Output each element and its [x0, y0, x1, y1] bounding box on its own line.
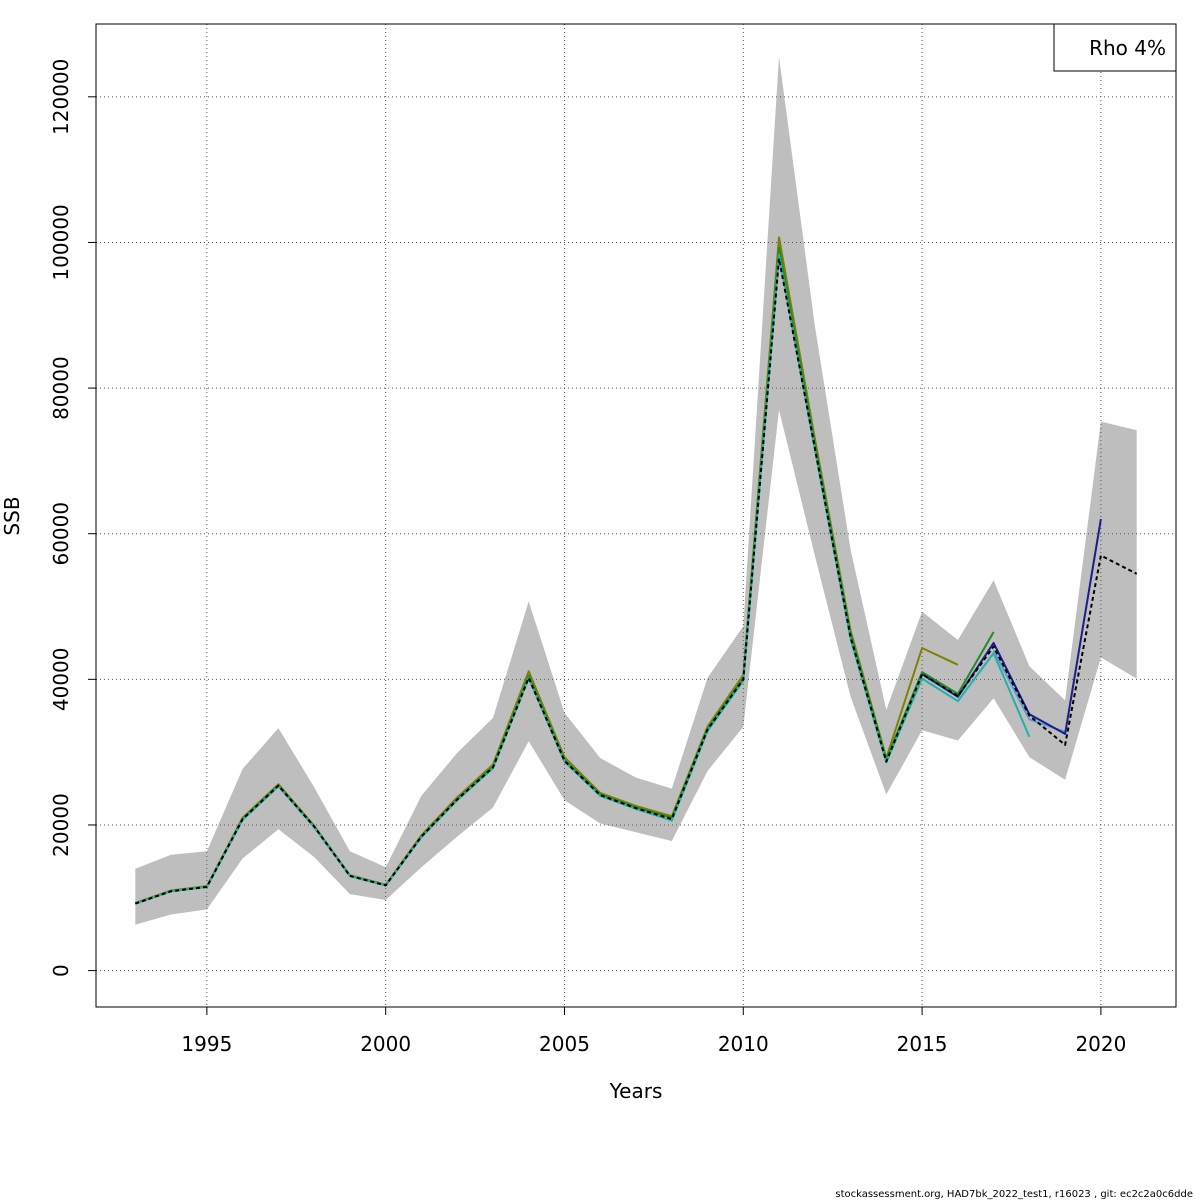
series-line [921, 518, 1102, 735]
y-tick-label: 120000 [49, 59, 73, 135]
series-line [134, 236, 959, 904]
x-tick-label: 2020 [1075, 1032, 1126, 1056]
y-tick-label: 20000 [49, 793, 73, 857]
axis-layer: 1995 2000 2005 2010 2015 2020 0 20000 40000 60000… [49, 59, 1126, 1056]
footer-credit: stockassessment.org, HAD7bk_2022_test1, … [835, 1189, 1193, 1200]
confidence-band [135, 56, 1137, 925]
y-axis-title: SSB [0, 496, 24, 535]
x-tick-label: 2000 [360, 1032, 411, 1056]
y-tick-label: 100000 [49, 204, 73, 280]
plot-frame [95, 23, 1177, 1008]
y-tick-label: 0 [49, 964, 73, 977]
grid-layer [96, 24, 1176, 1007]
y-tick-label: 80000 [49, 356, 73, 420]
y-tick-label: 40000 [49, 647, 73, 711]
x-tick-label: 1995 [181, 1032, 232, 1056]
x-tick-label: 2015 [897, 1032, 948, 1056]
y-tick-label: 60000 [49, 502, 73, 566]
x-tick-label: 2005 [539, 1032, 590, 1056]
confidence-band-layer [135, 56, 1137, 925]
x-tick-label: 2010 [718, 1032, 769, 1056]
series-layer [134, 236, 1138, 905]
legend-box [1053, 23, 1177, 72]
x-axis-title: Years [609, 1079, 663, 1103]
series-line [134, 257, 1138, 905]
legend: Rho 4% [1053, 23, 1177, 72]
legend-entry: Rho 4% [1089, 36, 1166, 60]
